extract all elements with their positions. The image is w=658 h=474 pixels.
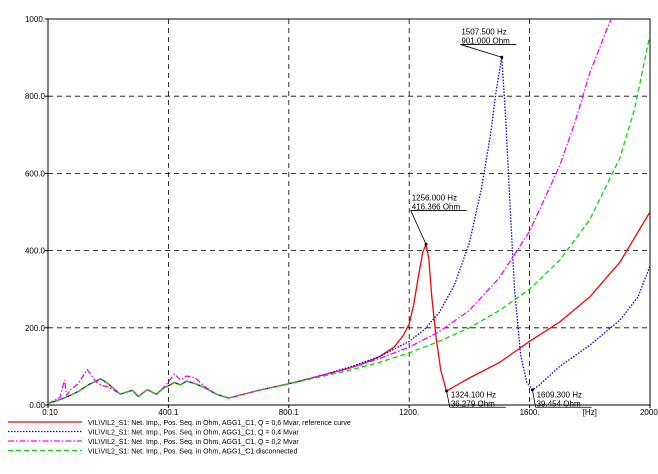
annotation-label: 36.279 Ohm <box>451 399 495 408</box>
annotation-label: 39.454 Ohm <box>537 399 581 408</box>
annotation-marker <box>445 389 449 393</box>
legend-label-3: VIL\VIL2_S1: Net. Imp., Pos. Seq. in Ohm… <box>88 439 299 446</box>
axes: 0.00 200.0 400.0 600.0 800.0 1000. 0.10 400.1 80… <box>25 15 658 417</box>
annotation-leader <box>410 210 427 245</box>
annotation-leader <box>446 390 451 408</box>
x-tick-label: 1600. <box>520 408 540 417</box>
annotation-marker <box>530 388 534 392</box>
y-tick-label: 0.00 <box>29 401 45 410</box>
annotation-marker <box>500 55 504 59</box>
annotation-leader <box>532 389 537 408</box>
x-tick-label: 0.10 <box>42 408 58 417</box>
plot-frame <box>47 18 651 406</box>
annotation-label: 1609.300 Hz <box>537 390 582 399</box>
y-tick-label: 200.0 <box>25 324 46 333</box>
annotation-label: 1507.500 Hz <box>461 27 506 36</box>
legend-label-2: VIL\VIL2_S1: Net. Imp., Pos. Seq. in Ohm… <box>88 430 299 437</box>
y-tick-label: 800.0 <box>25 92 46 101</box>
x-tick-label: 1200. <box>399 408 419 417</box>
grid <box>48 19 650 405</box>
annotation-label: 416.366 Ohm <box>412 202 461 211</box>
annotation-marker <box>424 242 428 246</box>
y-tick-label: 400.0 <box>25 247 46 256</box>
series-line-4 <box>48 34 650 405</box>
legend-label-1: VIL\VIL2_S1: Net. Imp., Pos. Seq. in Ohm… <box>88 420 351 427</box>
series-line-1 <box>48 211 650 405</box>
y-tick-label: 1000. <box>25 15 45 24</box>
series-group <box>48 19 650 405</box>
series-line-3 <box>48 19 613 405</box>
annotation-leader <box>460 44 502 58</box>
annotation-label: 901.000 Ohm <box>461 36 510 45</box>
annotation-label: 1256.000 Hz <box>412 193 457 202</box>
x-tick-label: 2000. <box>640 408 658 417</box>
x-tick-label: 400.1 <box>158 408 179 417</box>
y-tick-label: 600.0 <box>25 169 46 178</box>
x-tick-label: [Hz] <box>583 408 597 417</box>
x-tick-label: 800.1 <box>279 408 300 417</box>
annotation-label: 1324.100 Hz <box>451 390 496 399</box>
legend-label-4: VIL\VIL2_S1: Net. Imp., Pos. Seq. in Ohm… <box>88 449 297 456</box>
legend: VIL\VIL2_S1: Net. Imp., Pos. Seq. in Ohm… <box>8 420 351 456</box>
series-line-2 <box>48 57 650 405</box>
